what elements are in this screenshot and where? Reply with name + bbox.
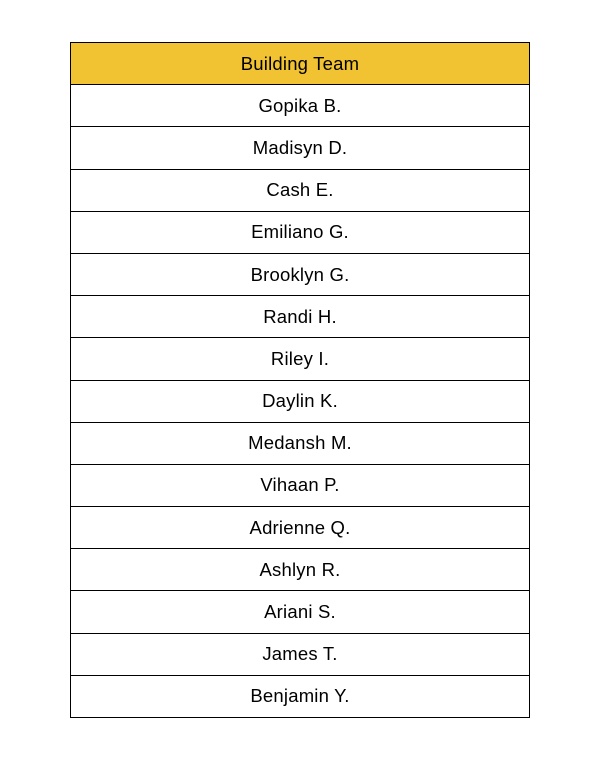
table-row: Benjamin Y. [70,674,530,719]
member-name-cell: Ariani S. [70,590,530,634]
table-header-row: Building Team [70,41,530,86]
member-name-cell: Gopika B. [70,84,530,128]
member-name-cell: Emiliano G. [70,210,530,254]
member-name-cell: Adrienne Q. [70,506,530,550]
member-name-cell: Daylin K. [70,379,530,423]
table-row: Emiliano G. [70,210,530,254]
table-row: Medansh M. [70,421,530,465]
table-row: Randi H. [70,295,530,339]
member-name-cell: Brooklyn G. [70,252,530,297]
member-name-cell: Vihaan P. [70,463,530,508]
table-row: Daylin K. [70,379,530,423]
table-row: Vihaan P. [70,463,530,508]
member-name-cell: James T. [70,632,530,676]
table-row: Adrienne Q. [70,506,530,550]
table-row: Cash E. [70,168,530,212]
member-name-cell: Randi H. [70,295,530,339]
table-header-cell: Building Team [70,41,530,86]
building-team-table: Building Team Gopika B. Madisyn D. Cash E.… [70,41,530,719]
member-name-cell: Cash E. [70,168,530,212]
table-row: Riley I. [70,337,530,381]
table-row: James T. [70,632,530,676]
member-name-cell: Riley I. [70,337,530,381]
table-row: Madisyn D. [70,126,530,170]
member-name-cell: Ashlyn R. [70,548,530,592]
table-row: Ariani S. [70,590,530,634]
table-row: Brooklyn G. [70,252,530,297]
member-name-cell: Benjamin Y. [70,674,530,719]
member-name-cell: Madisyn D. [70,126,530,170]
member-name-cell: Medansh M. [70,421,530,465]
table-row: Ashlyn R. [70,548,530,592]
table-row: Gopika B. [70,84,530,128]
